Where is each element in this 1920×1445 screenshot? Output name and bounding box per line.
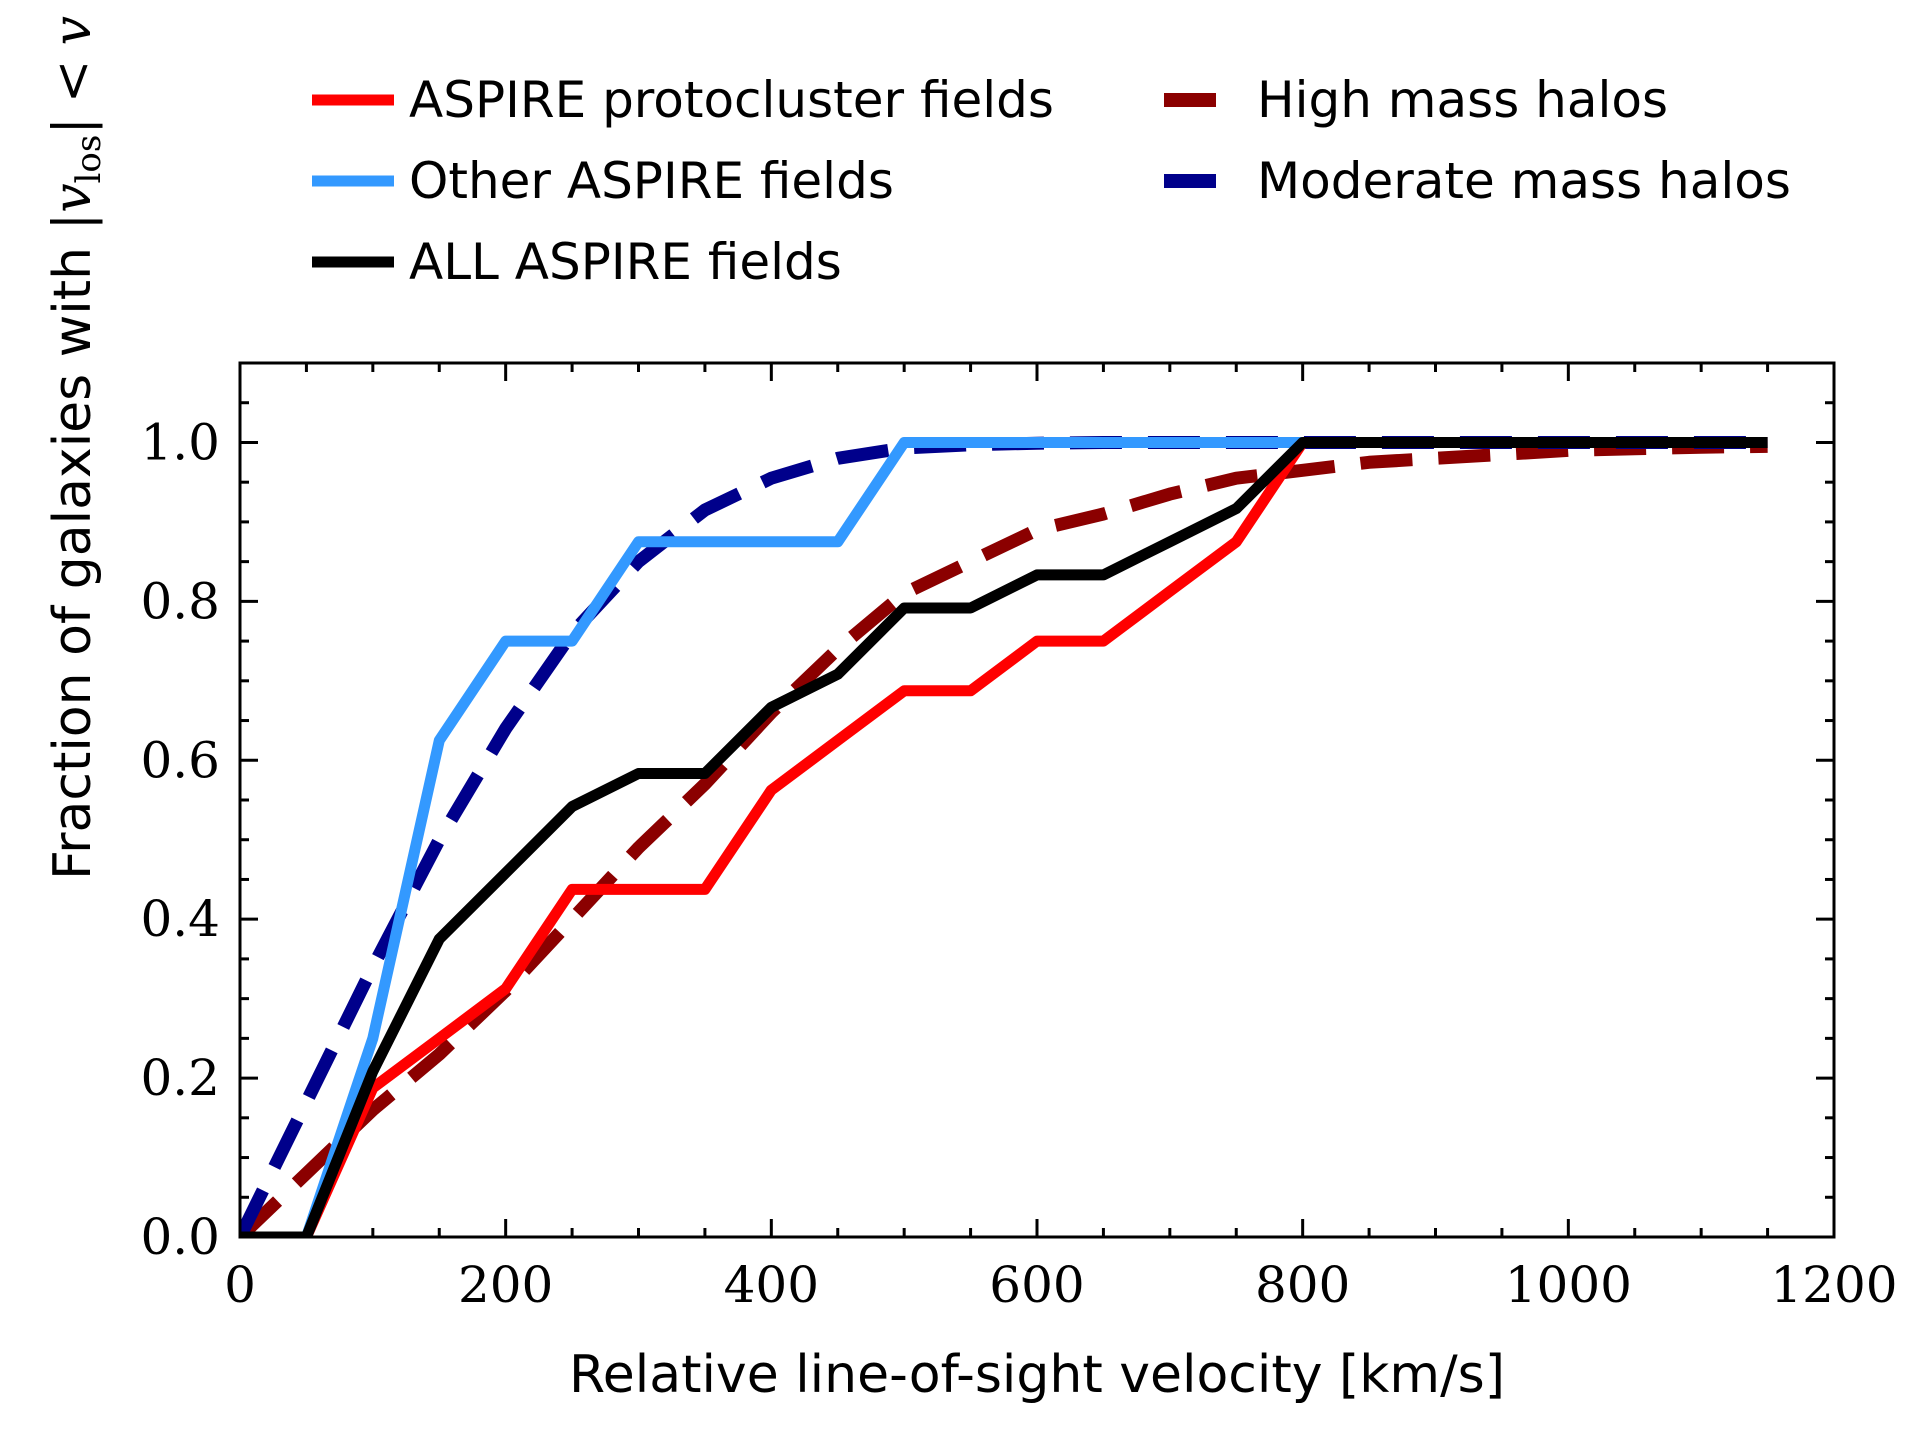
series-line-aspire-protocluster-fields: [240, 437, 1768, 1237]
y-tick-label: 0.2: [140, 1049, 220, 1107]
x-axis-title: Relative line-of-sight velocity [km/s]: [569, 1345, 1505, 1405]
series-line-moderate-mass-halos: [240, 436, 1768, 1237]
axes: 0 200 400 600 800 1000 1200 0.0 0.2 0.4 0.6 0.8 1.0: [140, 361, 1898, 1314]
y-tick-label: 1.0: [140, 413, 220, 471]
y-tick-label: 0.6: [140, 731, 220, 789]
y-math-bar-open: |: [43, 213, 103, 231]
legend-label: ALL ASPIRE fields: [409, 233, 842, 291]
series-line-all-aspire-fields: [240, 437, 1768, 1237]
legend-item: ASPIRE protocluster fields: [312, 71, 1054, 129]
series-line-other-aspire-fields: [240, 437, 1768, 1237]
legend-item: Other ASPIRE fields: [312, 152, 894, 210]
y-axis-title-math: |vlos|<v: [43, 16, 109, 230]
legend-label: Moderate mass halos: [1257, 152, 1791, 210]
y-axis-title: Fraction of galaxies with |vlos|<v: [43, 16, 109, 880]
legend: ASPIRE protocluster fields Other ASPIRE f…: [312, 71, 1791, 291]
legend-item: ALL ASPIRE fields: [312, 233, 842, 291]
y-axis-title-text: Fraction of galaxies with: [43, 230, 103, 880]
x-tick-label: 400: [724, 1256, 819, 1314]
y-math-bar-close: |: [43, 117, 103, 135]
plot-frame: [238, 361, 1836, 1239]
y-tick-label: 0.0: [140, 1208, 220, 1266]
legend-label: Other ASPIRE fields: [409, 152, 894, 210]
y-math-v2: v: [43, 16, 103, 45]
x-tick-label: 1000: [1505, 1256, 1632, 1314]
x-tick-label: 200: [458, 1256, 553, 1314]
legend-label: ASPIRE protocluster fields: [409, 71, 1054, 129]
plot-lines: [240, 436, 1768, 1237]
x-tick-label: 800: [1255, 1256, 1350, 1314]
y-math-v: v: [43, 183, 103, 212]
legend-label: High mass halos: [1257, 71, 1668, 129]
x-tick-label: 600: [989, 1256, 1084, 1314]
y-math-lt: <: [43, 60, 103, 104]
series-line-high-mass-halos: [240, 439, 1768, 1237]
legend-item: High mass halos: [1164, 71, 1668, 129]
y-math-sub: los: [69, 135, 109, 184]
x-tick-label: 1200: [1770, 1256, 1897, 1314]
y-tick-label: 0.8: [140, 572, 220, 630]
y-tick-label: 0.4: [140, 890, 220, 948]
x-tick-label: 0: [224, 1256, 256, 1314]
legend-item: Moderate mass halos: [1164, 152, 1791, 210]
